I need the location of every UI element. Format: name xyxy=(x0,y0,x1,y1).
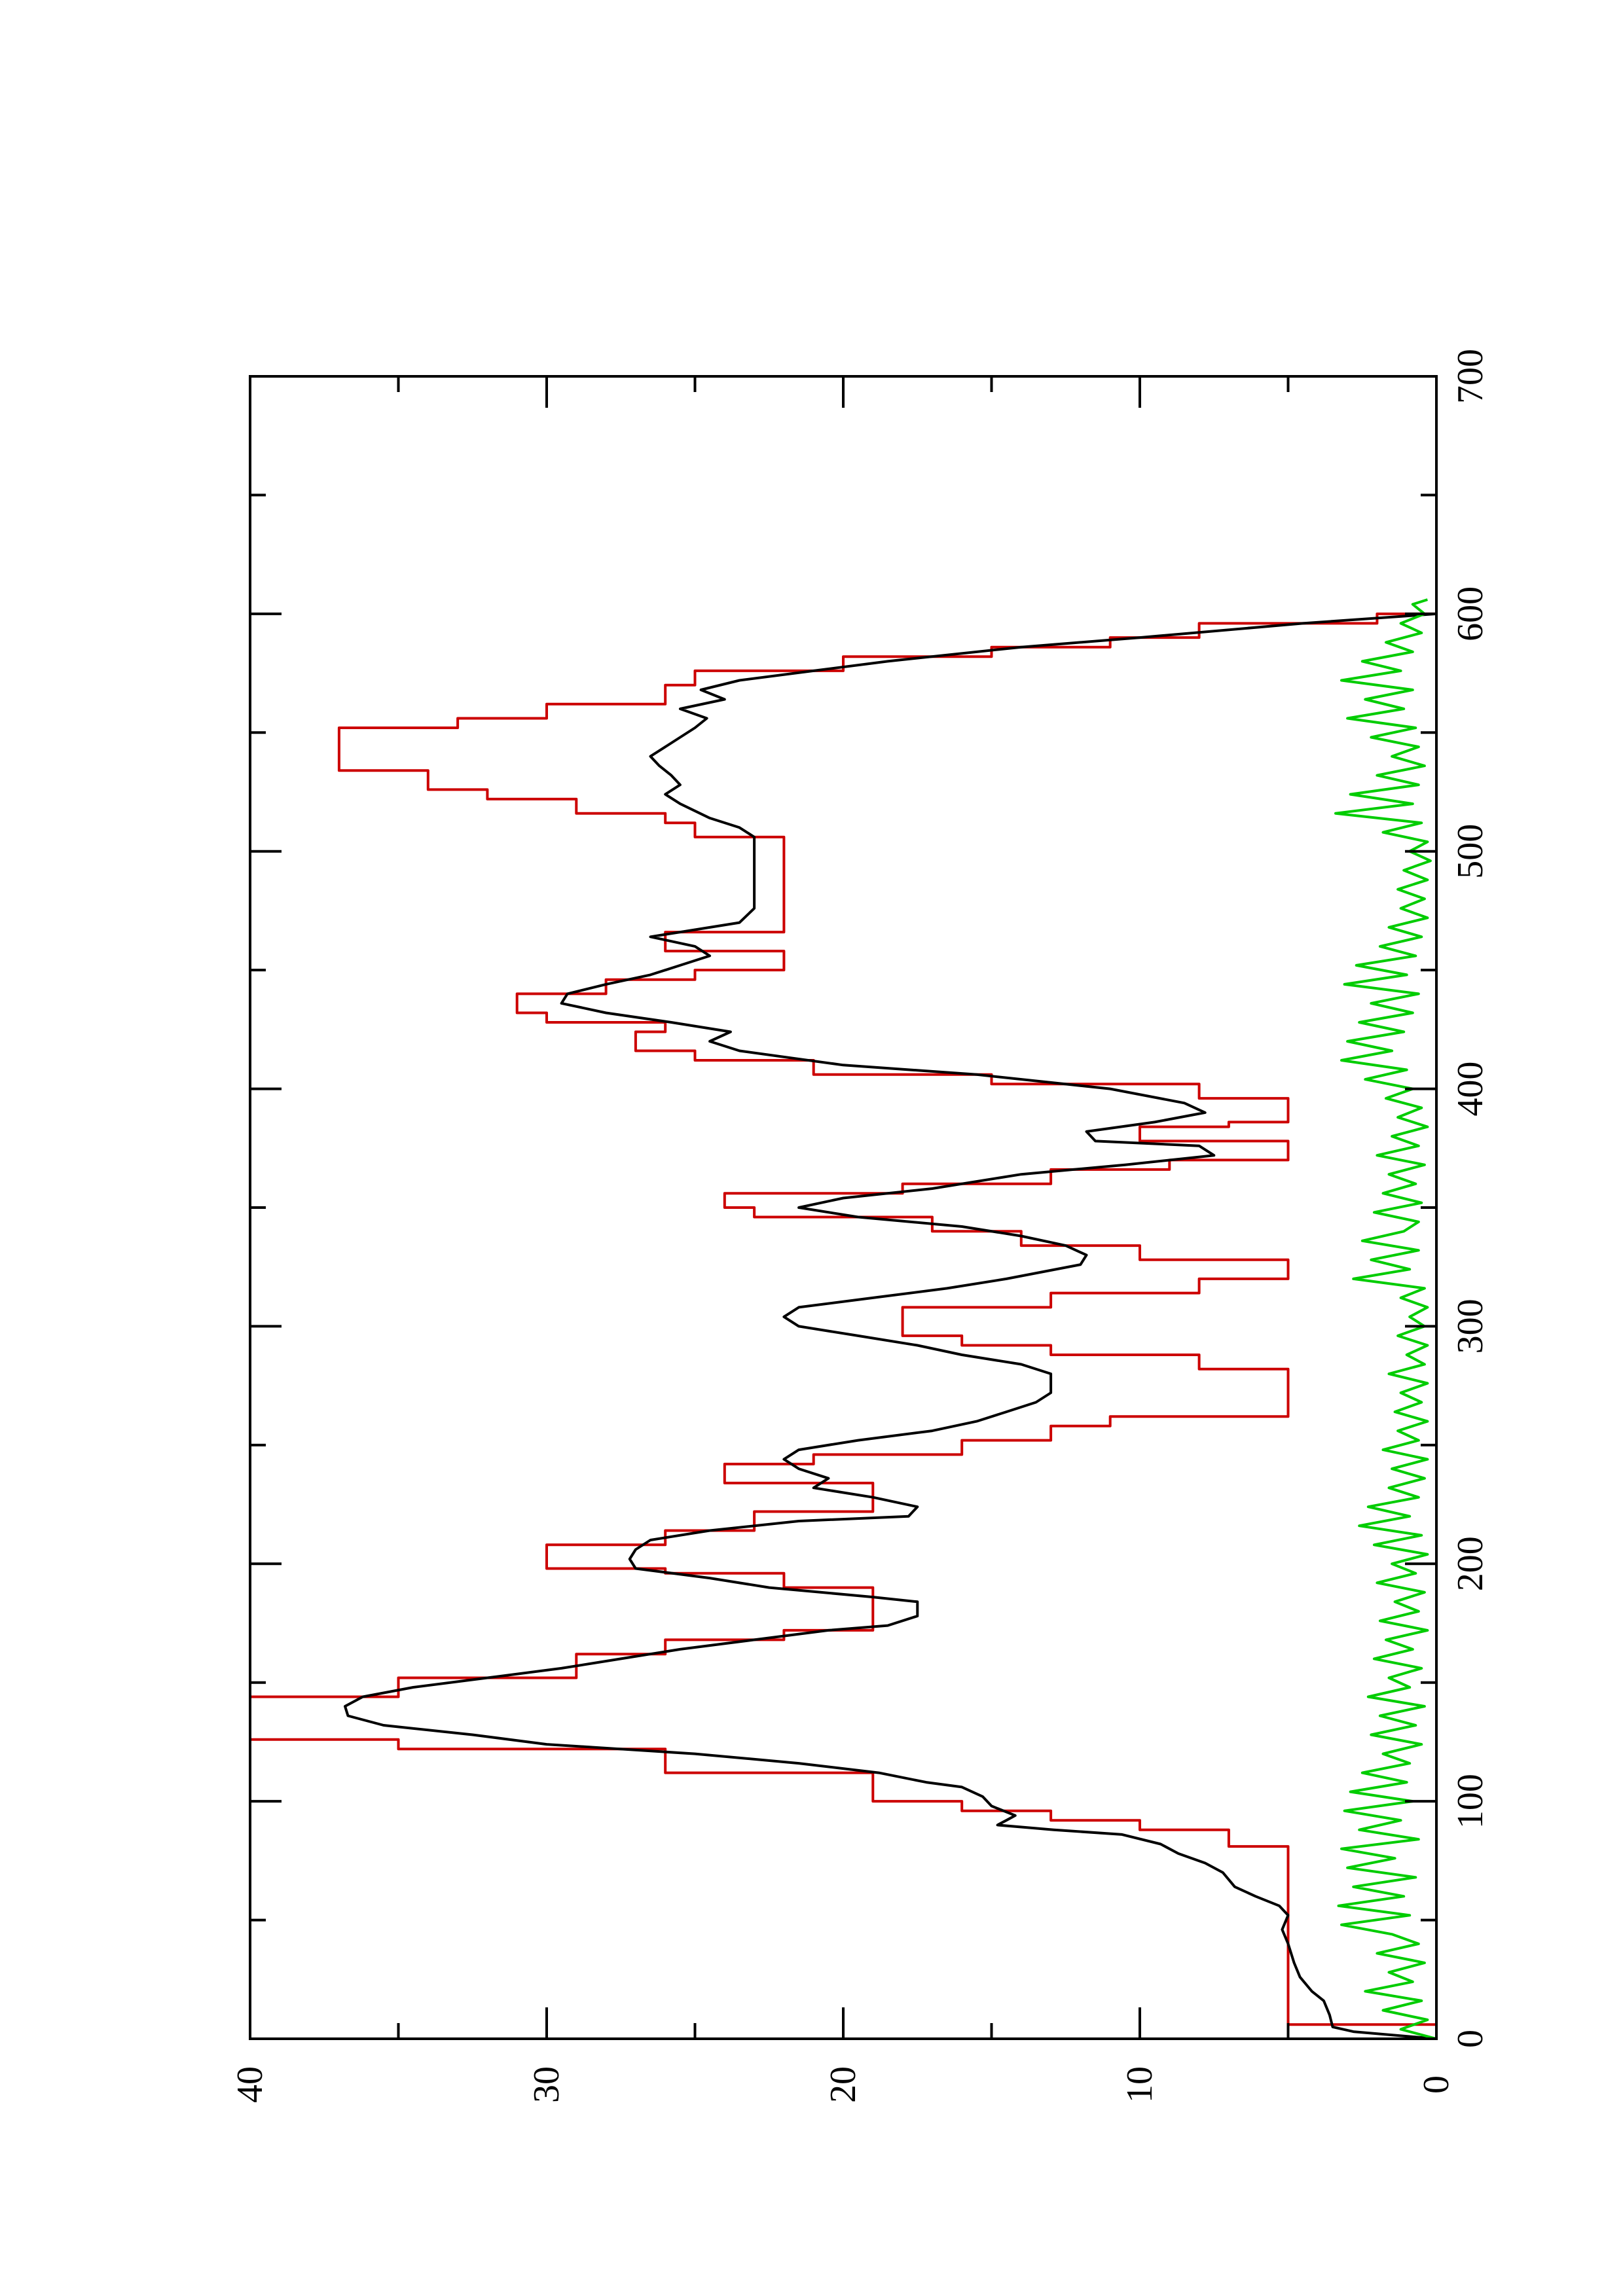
series-line-2 xyxy=(344,612,1437,2040)
y-tick-label: 10 xyxy=(1120,2066,1160,2103)
x-tick-label: 700 xyxy=(1450,349,1491,404)
x-tick-label: 600 xyxy=(1450,586,1491,641)
x-tick-label: 200 xyxy=(1450,1536,1491,1591)
plot-area xyxy=(249,598,1438,2040)
x-tick-label: 0 xyxy=(1450,2030,1491,2048)
x-tick-label: 100 xyxy=(1450,1774,1491,1829)
y-tick-label: 20 xyxy=(823,2066,864,2103)
y-tick-label: 40 xyxy=(230,2066,270,2103)
series-line-3 xyxy=(1334,598,1437,2040)
y-tick-label: 30 xyxy=(526,2066,567,2103)
axis-tick-labels: 0 100 200 300 400 500 600 700 0 10 20 30 40 xyxy=(230,349,1491,2103)
series-line-1 xyxy=(249,612,1438,2039)
y-tick-label: 0 xyxy=(1416,2075,1457,2094)
x-tick-label: 300 xyxy=(1450,1299,1491,1354)
axis-ticks xyxy=(249,375,1438,2040)
x-tick-label: 500 xyxy=(1450,824,1491,879)
x-tick-label: 400 xyxy=(1450,1062,1491,1117)
